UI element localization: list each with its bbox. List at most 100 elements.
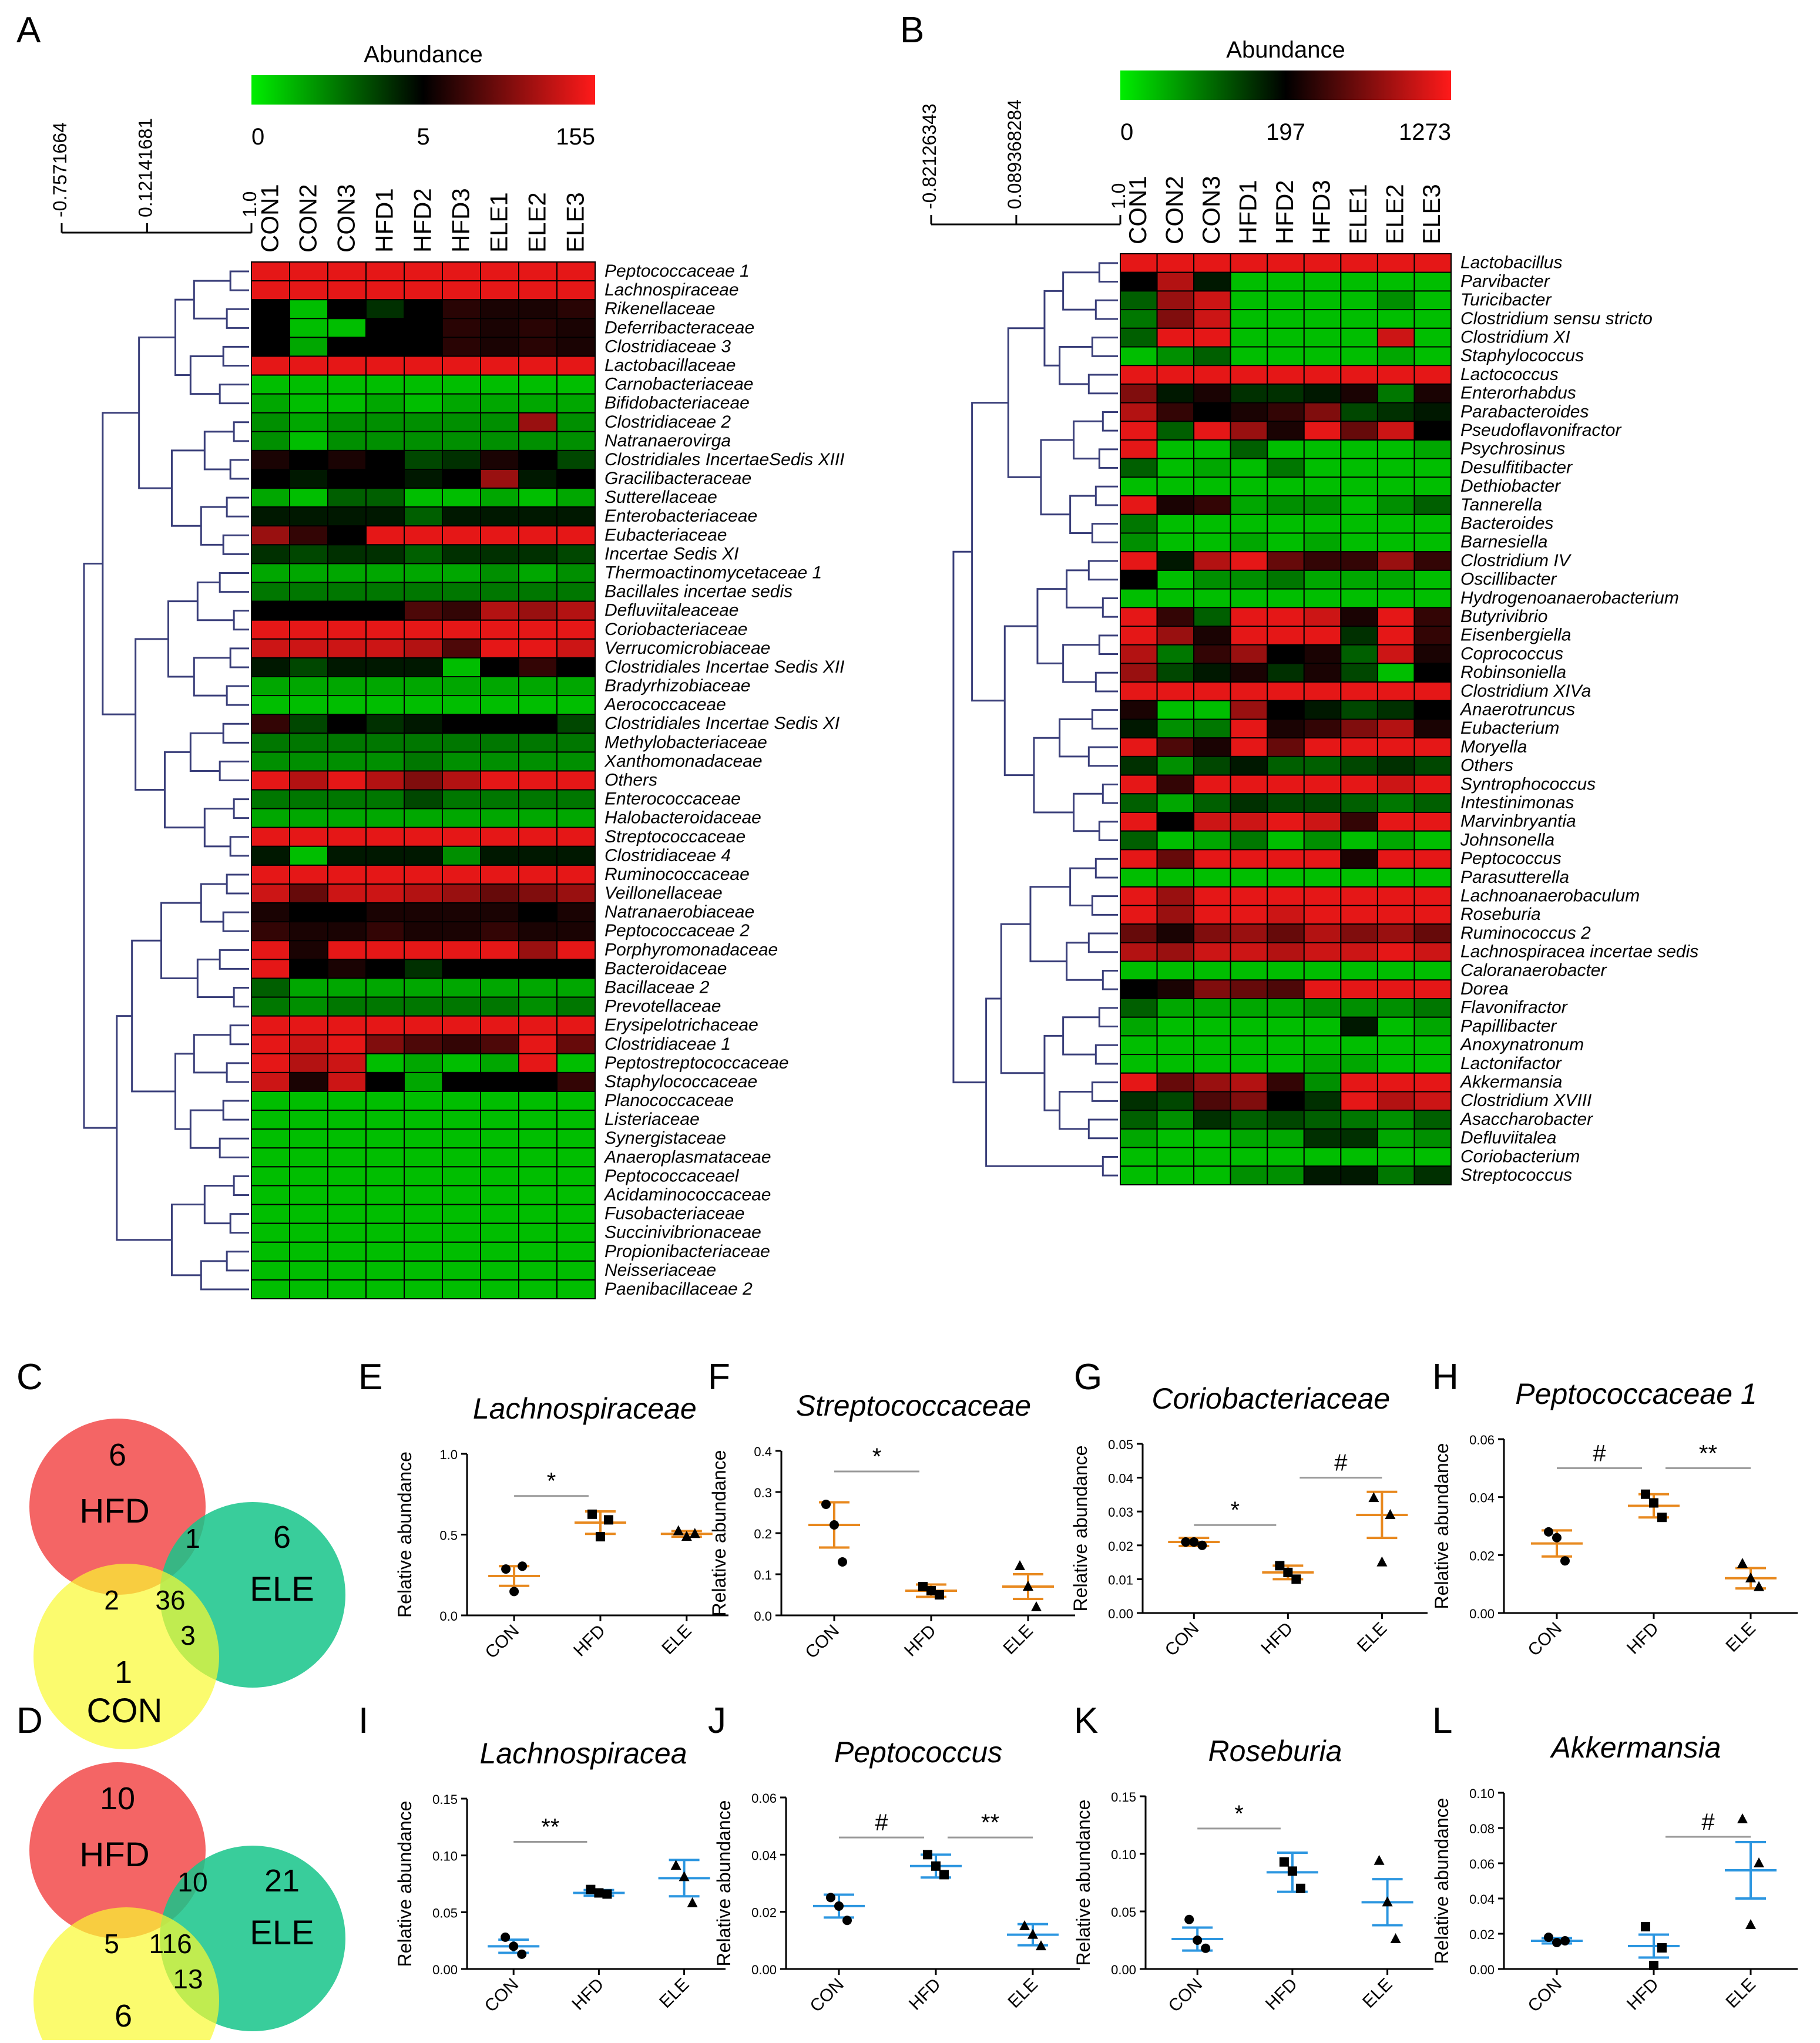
heatmap-cell (1230, 793, 1268, 814)
heatmap-cell (1376, 1054, 1415, 1074)
scale-tick-label: 0.12141681 (135, 118, 156, 217)
row-label: Peptostreptococcaceae (605, 1053, 789, 1073)
row-label: Bradyrhizobiaceae (605, 676, 750, 695)
heatmap-cell (365, 826, 405, 847)
heatmap-cell (1340, 923, 1378, 943)
data-point (1649, 1961, 1658, 1970)
heatmap-cell (1156, 439, 1195, 459)
y-axis-label: Relative abundance (1431, 1443, 1452, 1609)
heatmap-cell (1193, 868, 1231, 888)
venn-circle-hfd (29, 1419, 206, 1595)
heatmap-cell (1193, 421, 1231, 441)
heatmap-cell (289, 337, 328, 357)
column-label: CON2 (1160, 176, 1188, 244)
column-label: ELE1 (485, 192, 513, 253)
heatmap-cell (365, 582, 405, 602)
heatmap-cell (365, 318, 405, 338)
heatmap-cell (365, 355, 405, 376)
heatmap-cell (1193, 476, 1231, 497)
heatmap-cell (442, 299, 481, 320)
heatmap-cell (327, 864, 367, 885)
heatmap-cell (365, 638, 405, 658)
dendrogram-branch (1091, 337, 1118, 357)
row-label: Porphyromonadaceae (605, 940, 778, 959)
row-label: Enterococcaceae (605, 789, 741, 809)
column-label: ELE3 (562, 192, 589, 253)
heatmap-cell (1376, 309, 1415, 329)
panel-letter-g: G (1074, 1357, 1102, 1397)
heatmap-cell (1230, 718, 1268, 739)
heatmap-cell (1193, 402, 1231, 422)
heatmap-cell (1340, 346, 1378, 367)
row-label: Clostridiales Incertae Sedis XI (605, 714, 840, 733)
row-label: Bifidobacteriaceae (605, 394, 750, 413)
heatmap-cell (365, 864, 405, 885)
heatmap-cell (518, 1222, 558, 1243)
heatmap-cell (1340, 476, 1378, 497)
heatmap-cell (1376, 1110, 1415, 1130)
heatmap-cell (518, 732, 558, 753)
heatmap-cell (1303, 644, 1342, 664)
row-label: Desulfitibacter (1460, 458, 1573, 477)
scale-tick-label: 1.0 (239, 191, 260, 217)
scale-tick-label: 0.089368284 (1004, 99, 1025, 209)
heatmap-cell (327, 977, 367, 998)
heatmap-cell (1156, 383, 1195, 404)
row-label: Lactonifactor (1460, 1054, 1562, 1073)
heatmap-cell (442, 412, 481, 432)
data-point (587, 1509, 597, 1519)
panel-g: G Coriobacteriaceae Relative abundance 0.00… (1070, 1357, 1428, 1660)
data-point (1374, 1854, 1385, 1865)
heatmap-cell (1413, 737, 1452, 757)
scale-tick-label: 1.0 (1108, 183, 1129, 209)
data-point (1745, 1572, 1756, 1582)
heatmap-cell (1413, 569, 1452, 590)
plot-title: Lachnospiracea (479, 1737, 687, 1770)
heatmap-cell (480, 280, 519, 301)
heatmap-cell (1340, 439, 1378, 459)
heatmap-cell (1413, 513, 1452, 534)
heatmap-cell (289, 751, 328, 772)
data-point (923, 1850, 932, 1860)
dendrogram-branch (163, 751, 205, 829)
heatmap-cell (1156, 700, 1195, 720)
heatmap-cell (442, 1166, 481, 1187)
dendrogram-branch (83, 562, 117, 1129)
heatmap-cell (289, 1053, 328, 1073)
heatmap-cell (1120, 476, 1158, 497)
heatmap-cell (1340, 1110, 1378, 1130)
y-tick-label: 0.00 (751, 1963, 777, 1977)
row-label: Neisseriaceae (605, 1261, 716, 1280)
heatmap-cell (480, 337, 519, 357)
panel-letter-f: F (708, 1357, 730, 1397)
row-label: Peptococcus (1460, 849, 1562, 868)
heatmap-cell (404, 1204, 443, 1224)
heatmap-cell (404, 261, 443, 282)
heatmap-cell (404, 1128, 443, 1149)
heatmap-cell (1376, 737, 1415, 757)
y-tick-label: 0.08 (1469, 1822, 1495, 1836)
row-label: Prevotellaceae (605, 997, 721, 1016)
data-point (501, 1932, 511, 1942)
heatmap-cell (1267, 905, 1305, 925)
heatmap-cell (1267, 923, 1305, 943)
heatmap-cell (1120, 942, 1158, 962)
heatmap-cell (404, 657, 443, 677)
column-label: CON2 (294, 184, 322, 253)
heatmap-cell (289, 1128, 328, 1149)
panel-letter-h: H (1432, 1357, 1459, 1397)
row-label: Johnsonella (1460, 830, 1554, 849)
heatmap-cell (480, 1034, 519, 1054)
data-point (1657, 1943, 1667, 1953)
row-label: Staphylococcaceae (605, 1072, 757, 1091)
heatmap-cell (251, 902, 290, 923)
heatmap-cell (1267, 495, 1305, 515)
heatmap-cell (404, 676, 443, 697)
dendrogram-branch (1098, 262, 1118, 283)
scale-tick-label: -0.7571664 (49, 122, 70, 217)
heatmap-cell (327, 1241, 367, 1262)
column-label: ELE2 (523, 192, 551, 253)
heatmap-cell (251, 657, 290, 677)
heatmap-cell (404, 695, 443, 715)
heatmap-cell (1413, 551, 1452, 571)
